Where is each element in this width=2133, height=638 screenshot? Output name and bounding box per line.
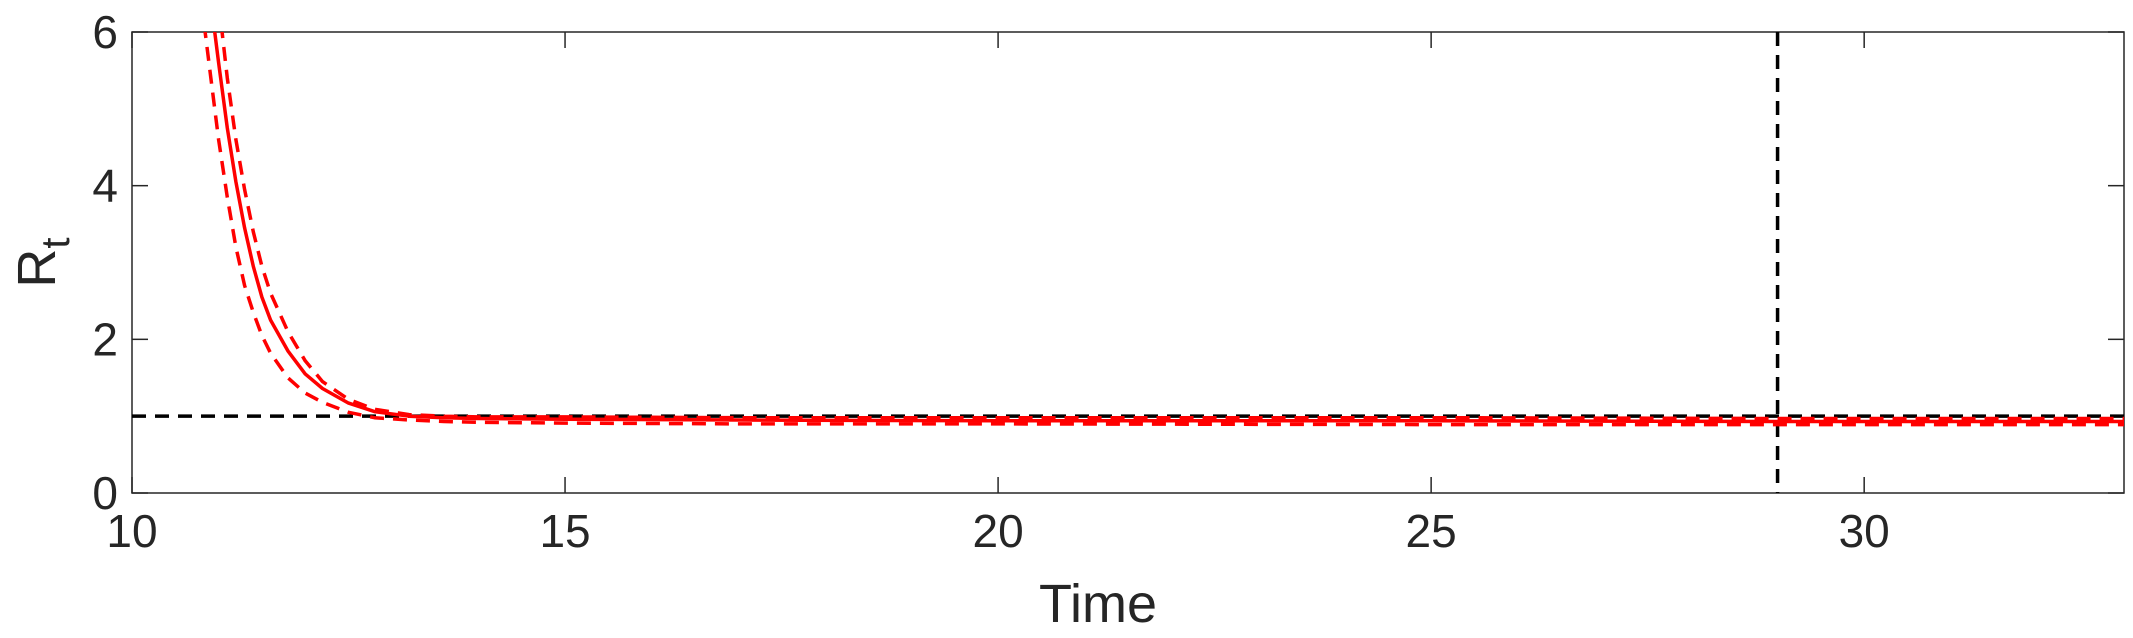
y-axis-label-subscript: t: [34, 237, 78, 248]
x-tick-label: 20: [973, 505, 1024, 557]
x-axis-label: Time: [1039, 574, 1157, 633]
y-tick-label: 0: [92, 467, 118, 519]
x-tick-label: 15: [539, 505, 590, 557]
y-tick-label: 6: [92, 6, 118, 58]
y-axis-label-main: R: [7, 249, 67, 288]
series-line-upper-bound: [220, 32, 2124, 421]
y-tick-label: 2: [92, 313, 118, 365]
x-tick-label: 30: [1839, 505, 1890, 557]
y-axis-label: Rt: [7, 237, 78, 287]
x-tick-label: 10: [106, 505, 157, 557]
x-tick-label: 25: [1406, 505, 1457, 557]
plot-area-frame: [131, 31, 2125, 494]
y-tick-label: 4: [92, 160, 118, 212]
series-line-lower-bound: [203, 32, 2124, 427]
series-line-estimate: [212, 32, 2124, 424]
